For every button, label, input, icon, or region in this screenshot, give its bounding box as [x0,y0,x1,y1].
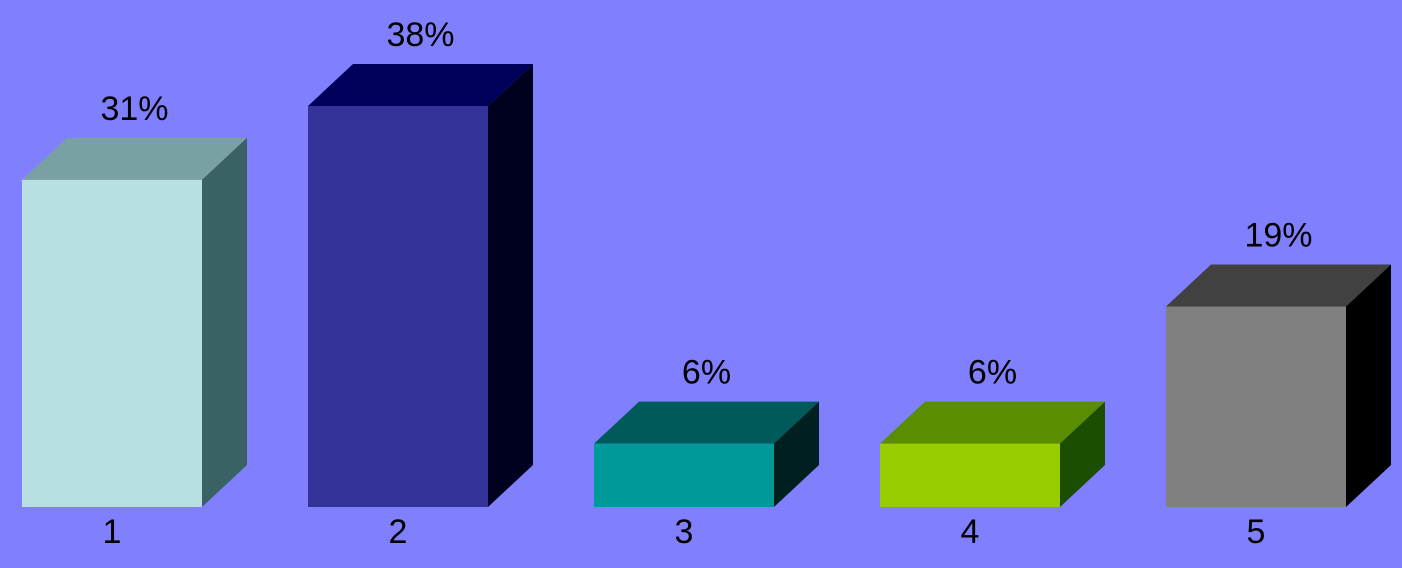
data-label: 6% [968,354,1017,392]
bar-top-face [880,401,1105,444]
bar-side-face [1346,264,1391,507]
bar-2 [308,64,533,507]
bar-top-face [594,401,819,444]
bar-top-face [308,64,533,106]
bar-front-face [308,106,488,507]
bar-side-face [1060,401,1105,507]
bar-front-face [594,443,774,507]
category-tick-label: 3 [675,513,694,551]
bar-top-face [1166,264,1391,307]
category-tick-label: 2 [389,513,408,551]
data-label: 19% [1244,217,1312,255]
category-tick-label: 5 [1247,513,1266,551]
bar-4 [880,401,1105,507]
bar-front-face [22,179,202,508]
bar-side-face [774,401,819,507]
labels-layer: 31% 1 38% 2 6% 3 6% 4 19% 5 [100,16,1312,551]
bar-3 [594,401,819,507]
bar-front-face [880,443,1060,507]
bar-side-face [202,137,247,508]
bar-side-face [488,64,533,507]
category-tick-label: 1 [103,513,122,551]
category-tick-label: 4 [961,513,980,551]
bar-front-face [1166,306,1346,507]
bar-1 [22,137,247,508]
bar-5 [1166,264,1391,507]
data-label: 38% [386,16,454,54]
bars-layer [22,64,1391,508]
data-label: 31% [100,90,168,128]
data-label: 6% [682,354,731,392]
bar-top-face [22,137,247,180]
